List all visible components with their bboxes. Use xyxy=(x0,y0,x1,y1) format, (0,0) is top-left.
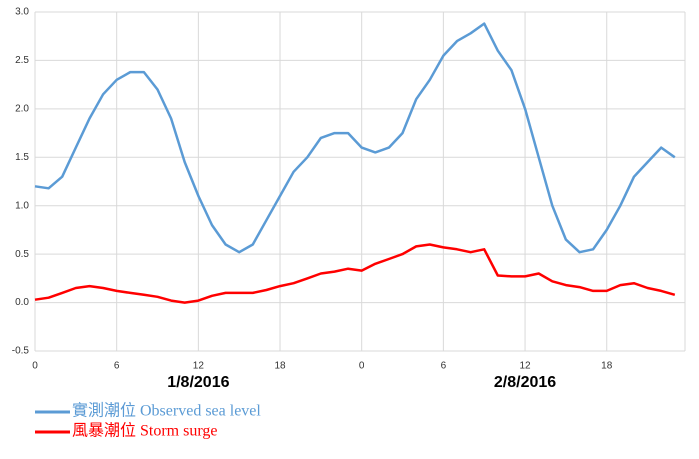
y-tick-label: 0.0 xyxy=(15,297,29,308)
series-line xyxy=(34,243,676,304)
x-tick-label: 0 xyxy=(359,361,365,372)
y-tick-label: 1.5 xyxy=(15,152,29,163)
date-label: 2/8/2016 xyxy=(494,374,556,391)
date-label: 1/8/2016 xyxy=(167,374,229,391)
x-tick-label: 18 xyxy=(601,361,613,372)
y-tick-label: 1.0 xyxy=(15,200,29,211)
x-tick-label: 6 xyxy=(441,361,447,372)
y-tick-label: 2.0 xyxy=(15,103,29,114)
x-tick-label: 12 xyxy=(519,361,531,372)
x-tick-label: 12 xyxy=(193,361,205,372)
x-tick-label: 0 xyxy=(32,361,38,372)
y-tick-label: -0.5 xyxy=(12,346,30,357)
x-tick-label: 18 xyxy=(274,361,286,372)
y-tick-label: 2.5 xyxy=(15,55,29,66)
y-tick-label: 0.5 xyxy=(15,249,29,260)
y-tick-label: 3.0 xyxy=(15,7,29,18)
series-line xyxy=(34,22,676,254)
legend-label: 風暴潮位 Storm surge xyxy=(72,422,218,440)
x-tick-label: 6 xyxy=(114,361,120,372)
legend-label: 實測潮位 Observed sea level xyxy=(72,401,261,420)
